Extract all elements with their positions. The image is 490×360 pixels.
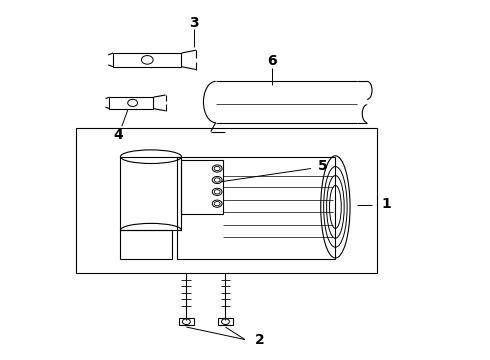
Text: 6: 6 [267, 54, 277, 68]
Text: 2: 2 [255, 333, 265, 347]
Text: 5: 5 [318, 159, 328, 173]
Text: 1: 1 [382, 197, 392, 211]
Text: 4: 4 [113, 128, 123, 142]
Text: 3: 3 [189, 16, 198, 30]
